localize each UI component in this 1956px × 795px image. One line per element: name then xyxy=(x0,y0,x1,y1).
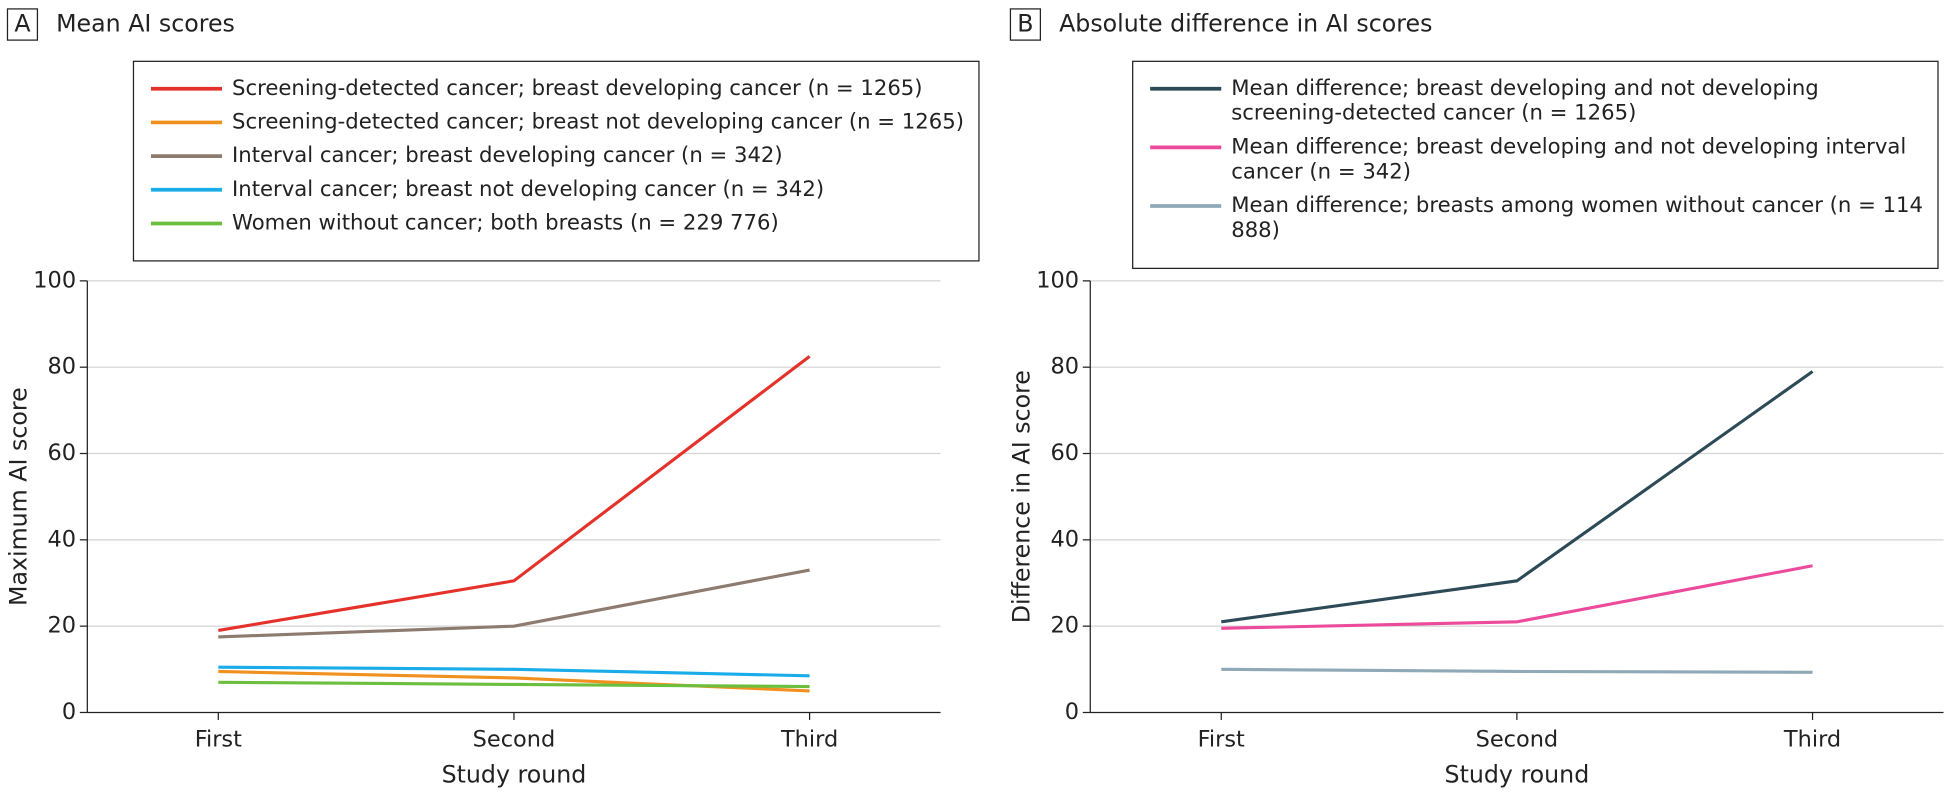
legend-label: Interval cancer; breast developing cance… xyxy=(232,142,783,167)
x-tick-label: Third xyxy=(780,726,838,752)
legend-box xyxy=(132,60,980,262)
y-axis-title: Difference in AI score xyxy=(1007,370,1035,623)
legend: Mean difference; breast developing and n… xyxy=(1150,75,1923,242)
y-tick-label: 60 xyxy=(48,440,77,466)
panel-label: B xyxy=(1017,10,1033,38)
panel-title: Absolute difference in AI scores xyxy=(1059,10,1432,38)
series-line xyxy=(1221,667,1813,674)
legend-line: 888) xyxy=(1231,217,1280,242)
legend-label: Screening-detected cancer; breast develo… xyxy=(232,75,923,100)
panel-label-box xyxy=(1009,8,1041,41)
x-axis-title: Study round xyxy=(1445,761,1590,789)
series-line xyxy=(218,355,811,633)
y-axis-title: Maximum AI score xyxy=(4,387,32,606)
series-line xyxy=(218,665,810,678)
y-tick-label: 0 xyxy=(62,699,76,725)
legend-line: Interval cancer; breast developing cance… xyxy=(232,142,783,167)
panel-title: Mean AI scores xyxy=(56,10,235,38)
y-tick-label: 0 xyxy=(1065,699,1079,725)
legend-line: Mean difference; breasts among women wit… xyxy=(1231,192,1923,217)
legend-line: cancer (n = 342) xyxy=(1231,158,1411,183)
y-tick-label: 40 xyxy=(48,526,77,552)
legend-label: Mean difference; breasts among women wit… xyxy=(1231,192,1923,242)
series-line xyxy=(1221,564,1813,630)
legend-box xyxy=(1132,60,1939,270)
x-axis-title: Study round xyxy=(442,761,587,789)
x-tick-label: Second xyxy=(473,726,556,752)
y-tick-label: 60 xyxy=(1050,440,1079,466)
y-tick-label: 20 xyxy=(1050,613,1079,639)
legend-label: Interval cancer; breast not developing c… xyxy=(232,176,824,201)
x-tick-label: First xyxy=(1198,726,1245,752)
legend-line: Interval cancer; breast not developing c… xyxy=(232,176,824,201)
legend-label: Screening-detected cancer; breast not de… xyxy=(232,108,964,133)
y-tick-label: 80 xyxy=(48,354,77,380)
legend-line: Women without cancer; both breasts (n = … xyxy=(232,209,779,234)
panel-label: A xyxy=(14,10,30,38)
legend-line: Mean difference; breast developing and n… xyxy=(1231,133,1906,158)
legend-line: Mean difference; breast developing and n… xyxy=(1231,75,1819,100)
legend: Screening-detected cancer; breast develo… xyxy=(150,75,964,234)
legend-line: screening-detected cancer (n = 1265) xyxy=(1231,100,1636,125)
y-tick-label: 80 xyxy=(1050,354,1079,380)
y-tick-label: 20 xyxy=(48,613,77,639)
legend-label: Mean difference; breast developing and n… xyxy=(1231,75,1819,125)
series-line xyxy=(1221,370,1814,624)
x-tick-label: Third xyxy=(1783,726,1841,752)
y-tick-label: 100 xyxy=(1036,267,1079,293)
series-line xyxy=(218,568,810,639)
x-tick-label: Second xyxy=(1476,726,1559,752)
panel-label-box xyxy=(6,8,39,41)
legend-label: Mean difference; breast developing and n… xyxy=(1231,133,1906,183)
legend-label: Women without cancer; both breasts (n = … xyxy=(232,209,779,234)
series-line xyxy=(218,680,810,689)
y-tick-label: 40 xyxy=(1050,526,1079,552)
legend-line: Screening-detected cancer; breast develo… xyxy=(232,75,923,100)
y-tick-label: 100 xyxy=(33,267,76,293)
x-tick-label: First xyxy=(195,726,242,752)
legend-line: Screening-detected cancer; breast not de… xyxy=(232,108,964,133)
